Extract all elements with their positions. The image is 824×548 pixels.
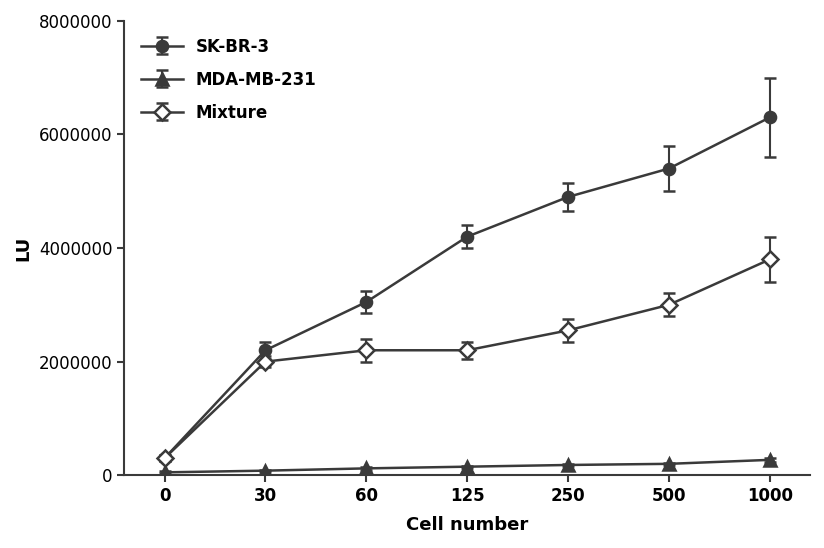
X-axis label: Cell number: Cell number <box>406 516 528 534</box>
Y-axis label: LU: LU <box>14 236 32 261</box>
Legend: SK-BR-3, MDA-MB-231, Mixture: SK-BR-3, MDA-MB-231, Mixture <box>133 29 325 130</box>
